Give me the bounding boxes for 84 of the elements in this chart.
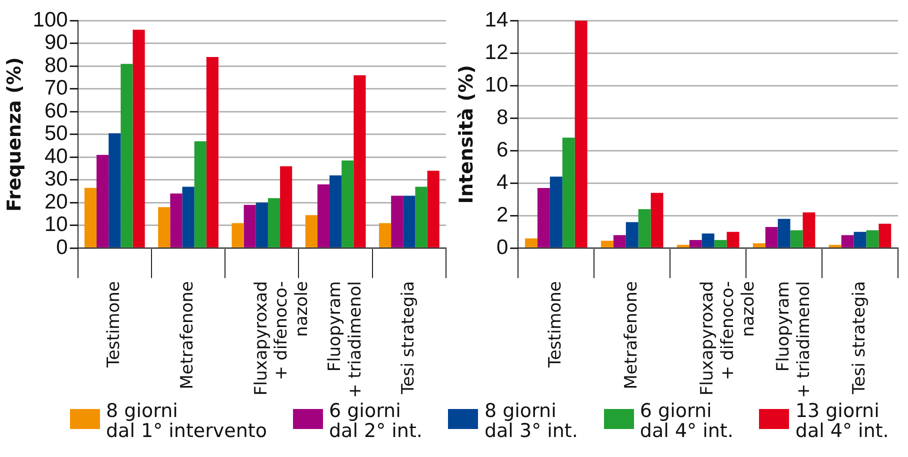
bar (765, 227, 778, 248)
bar (689, 240, 702, 248)
y-tick-label: 60 (44, 99, 68, 122)
bar (574, 20, 588, 248)
bar (317, 184, 330, 248)
bar (84, 188, 97, 248)
bar (391, 196, 404, 248)
bar (778, 218, 790, 248)
bar (403, 196, 416, 248)
x-tick-label: Fluxapyroxad + difenoco- nazole (251, 281, 312, 396)
y-tick-label: 10 (44, 213, 68, 236)
y-tick-label: 14 (484, 8, 508, 32)
bar (96, 154, 109, 248)
bar (427, 170, 440, 248)
bar (626, 222, 638, 248)
bar (537, 188, 550, 248)
y-tick-label: 0 (56, 236, 68, 259)
bar (108, 133, 121, 248)
y-tick-label: 70 (44, 76, 68, 100)
y-axis-title: Frequenza (%) (3, 57, 26, 212)
x-tick-label: Tesi strategia (849, 281, 870, 396)
y-tick-label: 12 (484, 40, 508, 64)
bar (415, 186, 428, 248)
y-tick-label: 80 (44, 54, 68, 77)
legend-label: 6 giorni dal 2° int. (328, 400, 422, 442)
bar (268, 198, 280, 248)
bar (378, 223, 392, 248)
x-tick-label: Metrafenone (178, 281, 198, 390)
bar (206, 57, 218, 248)
bar (878, 224, 892, 248)
legend-label: 13 giorni dal 4° int. (795, 400, 889, 442)
bar (182, 186, 194, 248)
bar (280, 166, 292, 248)
bar (120, 64, 133, 248)
bar (550, 176, 562, 248)
bar (170, 194, 182, 248)
bar (562, 138, 575, 248)
bar (330, 175, 342, 248)
bar (828, 244, 842, 248)
bar (638, 209, 651, 248)
y-axis-title: Intensità (%) (455, 64, 478, 204)
y-tick-label: 6 (496, 138, 508, 162)
y-tick-label: 90 (44, 31, 68, 54)
x-tick-label: Fluxapyroxad + difenoco- nazole (698, 281, 758, 396)
y-tick-label: 2 (496, 203, 508, 226)
bar (752, 243, 766, 248)
bar (305, 215, 318, 248)
bar (600, 240, 614, 248)
bar (702, 234, 714, 248)
bar (354, 75, 366, 248)
bar (244, 204, 256, 248)
bar (676, 244, 690, 248)
bar (790, 230, 803, 248)
y-tick-label: 100 (32, 8, 68, 32)
y-tick-label: 50 (44, 122, 68, 146)
bar (158, 207, 170, 248)
bar (613, 235, 626, 248)
x-tick-label: Metrafenone (622, 281, 642, 390)
x-tick-label: Testimone (104, 281, 124, 369)
x-tick-label: Tesi strategia (398, 281, 419, 396)
y-tick-label: 10 (484, 73, 508, 96)
bar (854, 232, 866, 248)
y-tick-label: 40 (44, 144, 68, 168)
x-tick-label: Testimone (546, 281, 566, 369)
bar (132, 30, 145, 248)
y-tick-label: 30 (44, 168, 68, 191)
bar (256, 202, 268, 248)
bar (714, 240, 727, 248)
y-tick-label: 20 (44, 190, 68, 214)
bar (194, 141, 206, 248)
bar (866, 230, 879, 248)
bar (726, 232, 740, 248)
bar (841, 235, 854, 248)
y-tick-label: 4 (496, 170, 508, 194)
bar (342, 160, 354, 248)
bar (802, 212, 816, 248)
y-tick-label: 8 (496, 106, 508, 129)
bar (232, 223, 244, 248)
legend-label: 6 giorni dal 4° int. (640, 400, 734, 442)
legend-label: 8 giorni dal 3° int. (484, 400, 578, 442)
legend-label: 8 giorni dal 1° intervento (106, 400, 267, 442)
bar (524, 238, 538, 248)
bar (650, 192, 664, 248)
y-tick-label: 0 (496, 236, 508, 259)
